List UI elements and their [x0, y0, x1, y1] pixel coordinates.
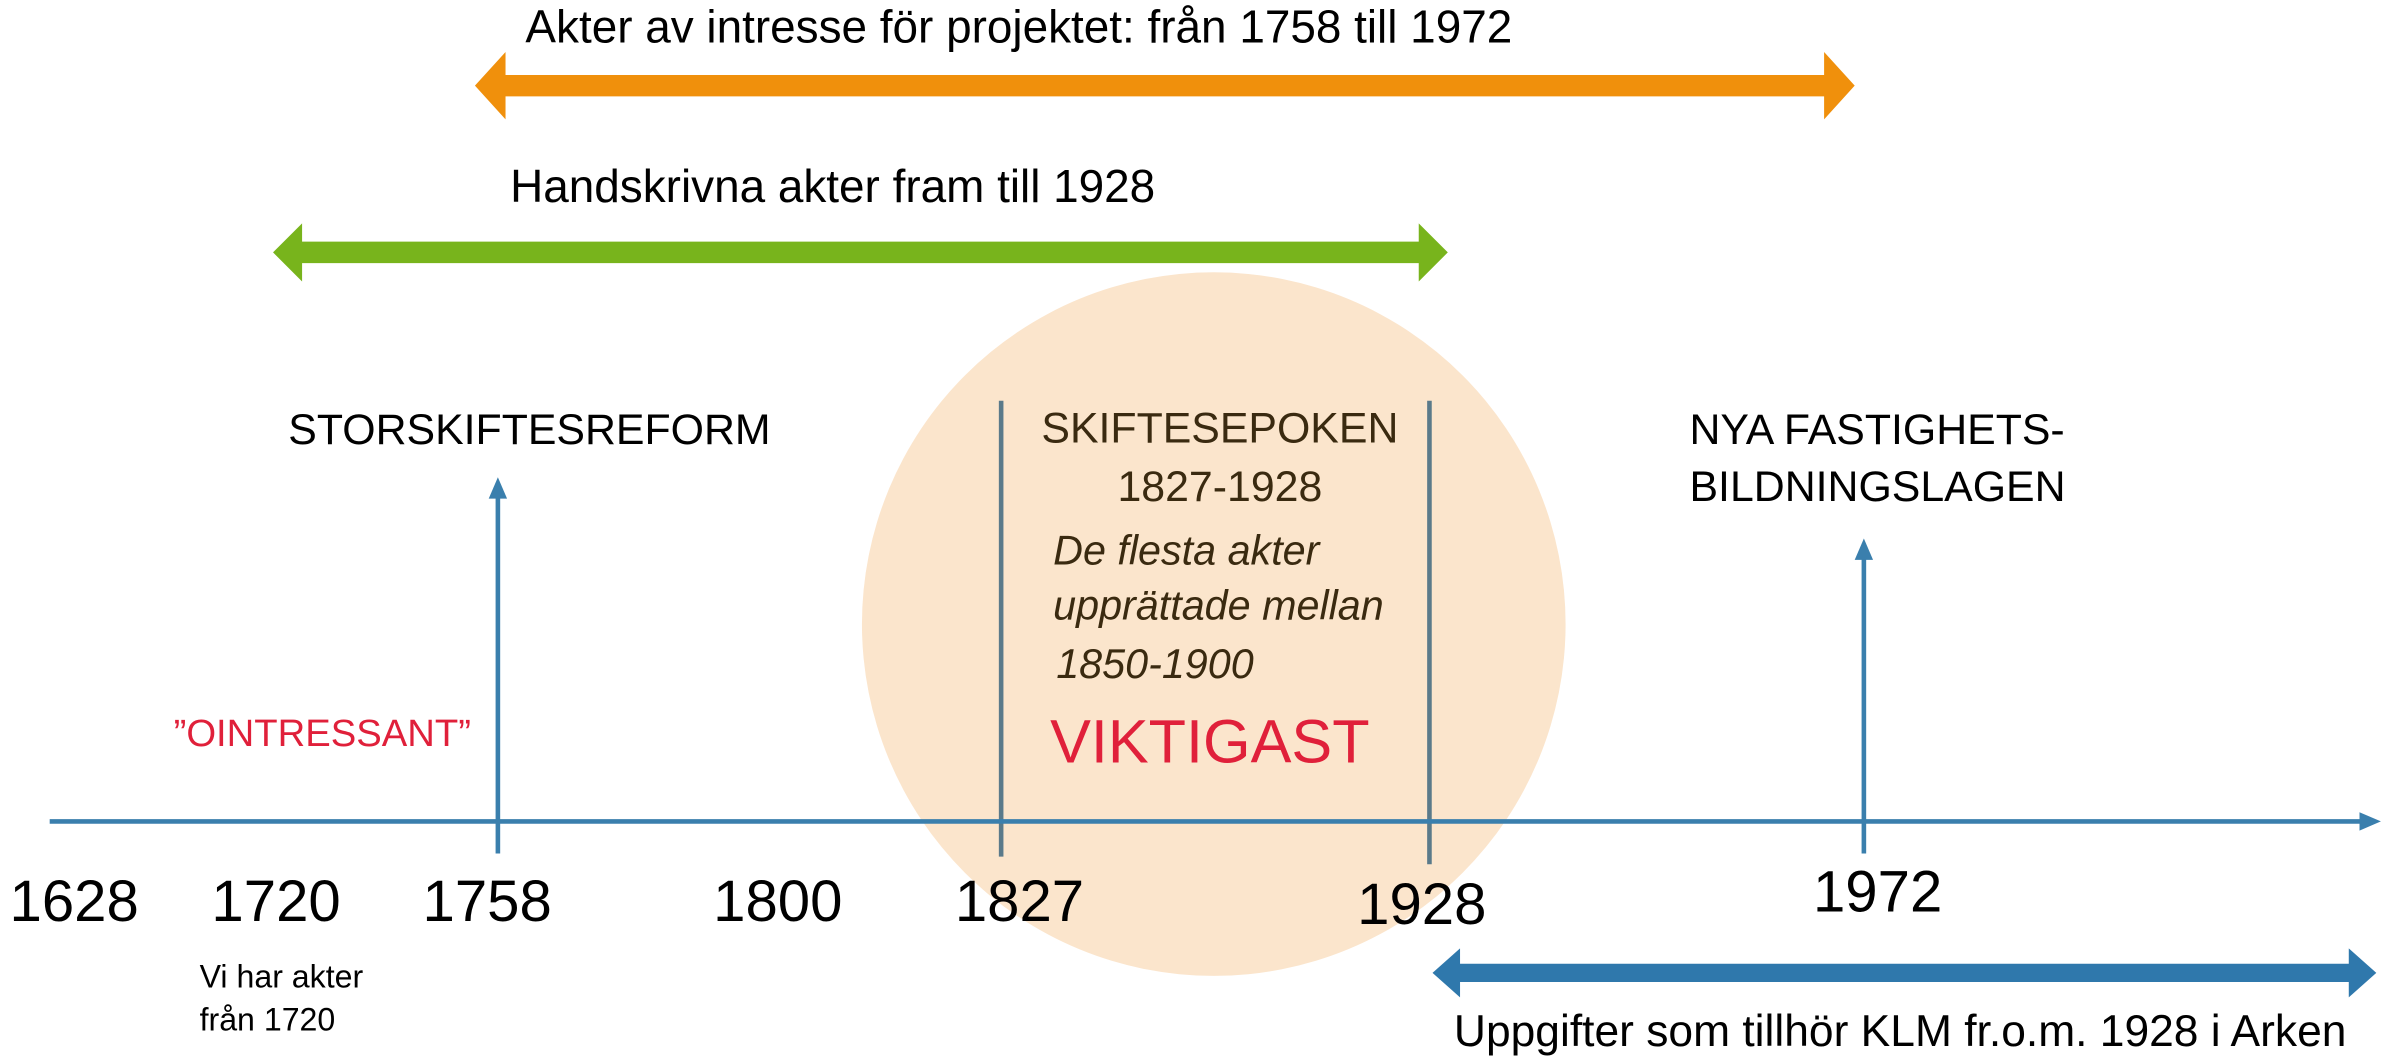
year-label: 1800: [713, 869, 842, 934]
emphasis-label: VIKTIGAST: [1050, 708, 1370, 776]
epoch-note: upprättade mellan: [1053, 583, 1384, 629]
arrowhead: [2359, 812, 2381, 831]
event-label: STORSKIFTESREFORM: [288, 406, 770, 454]
epoch-title: SKIFTESEPOKEN: [1041, 405, 1398, 453]
year-label: 1827: [955, 869, 1084, 934]
arrowhead: [1854, 538, 1874, 560]
arrowhead: [488, 477, 508, 499]
epoch-note: 1850-1900: [1056, 641, 1254, 687]
range-arrow: [273, 223, 1448, 282]
epoch-note: De flesta akter: [1053, 528, 1321, 574]
event-label: NYA FASTIGHETS-: [1689, 406, 2064, 454]
year-label: 1720: [211, 869, 340, 934]
event-label: ”OINTRESSANT”: [174, 712, 471, 755]
year-label: 1928: [1357, 872, 1486, 937]
epoch-highlight: [861, 272, 1566, 976]
range-label: Akter av intresse för projektet: från 17…: [525, 1, 1512, 53]
range-arrow: [474, 52, 1855, 120]
event-label: BILDNINGSLAGEN: [1689, 463, 2065, 511]
epoch-years: 1827-1928: [1117, 463, 1322, 511]
note: Vi har akter: [200, 958, 364, 994]
note: från 1720: [200, 1001, 336, 1037]
year-label: 1758: [423, 869, 552, 934]
range-arrow: [1432, 948, 2377, 998]
range-label: Handskrivna akter fram till 1928: [510, 160, 1155, 212]
year-label: 1628: [10, 869, 139, 934]
range-label: Uppgifter som tillhör KLM fr.o.m. 1928 i…: [1454, 1007, 2347, 1056]
year-label: 1972: [1813, 860, 1942, 925]
